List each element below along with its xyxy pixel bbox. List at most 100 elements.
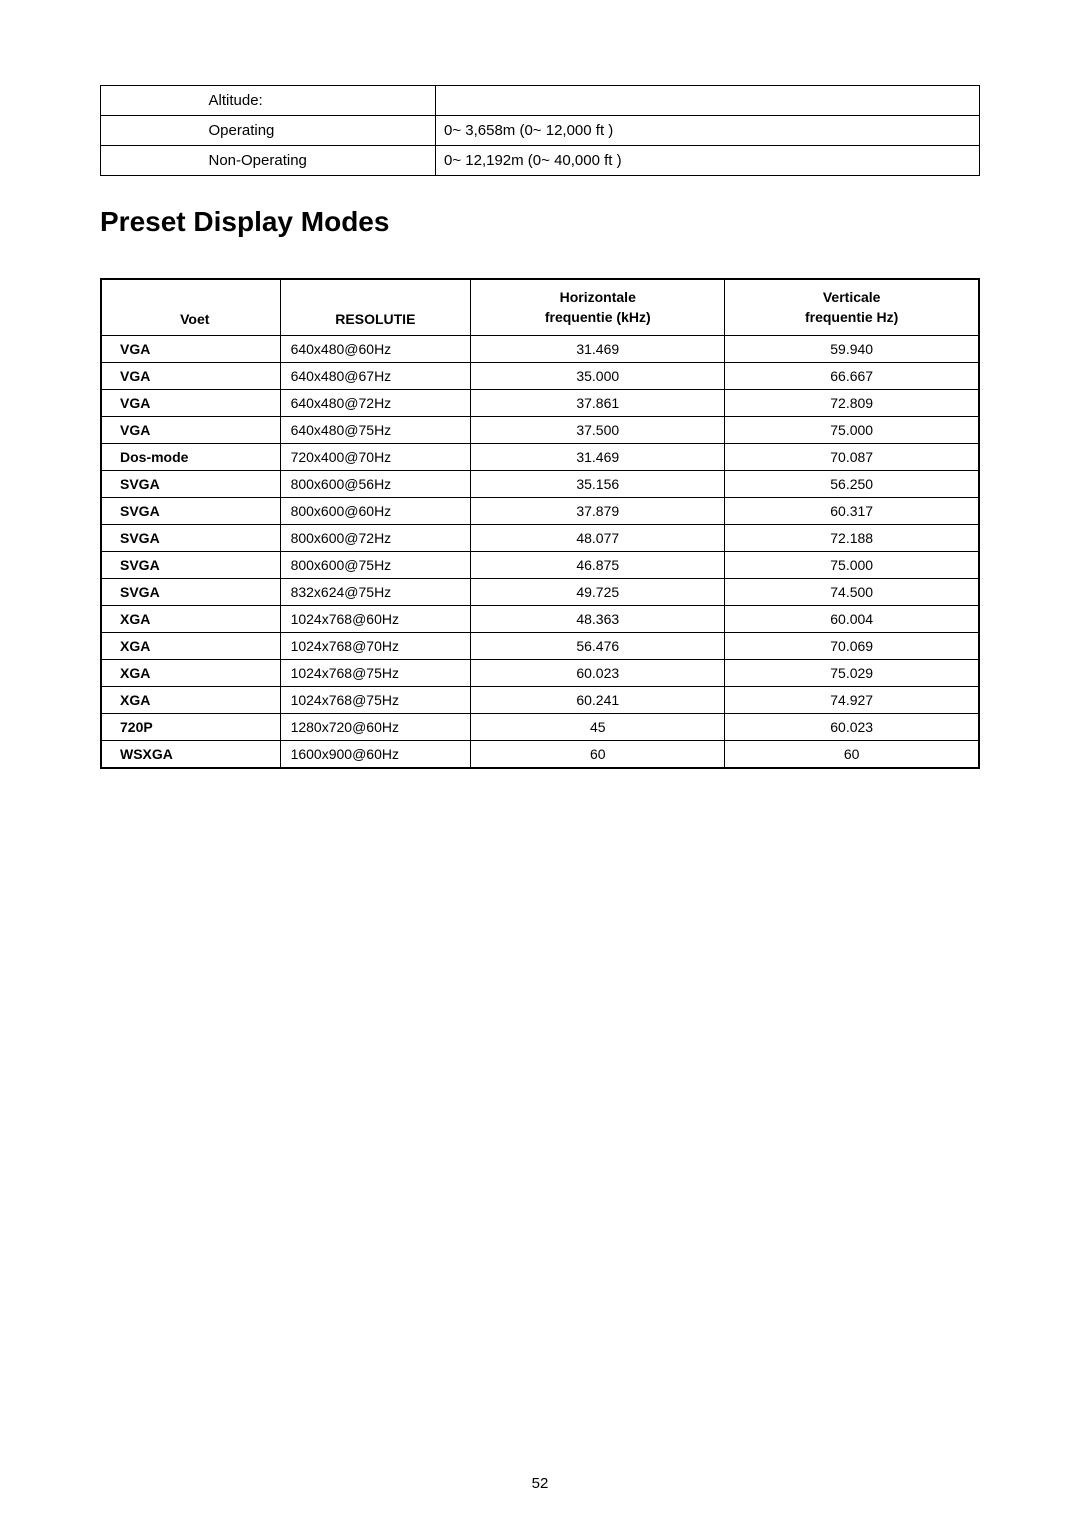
vertical-freq-cell: 74.927 (725, 687, 979, 714)
horizontal-freq-cell: 35.156 (471, 471, 725, 498)
header-vertical: Verticale frequentie Hz) (725, 279, 979, 336)
table-row: VGA640x480@67Hz35.00066.667 (101, 363, 979, 390)
header-resolutie: RESOLUTIE (280, 279, 471, 336)
header-v-line2: frequentie Hz) (805, 309, 898, 325)
table-row: SVGA800x600@75Hz46.87575.000 (101, 552, 979, 579)
altitude-row: Operating0~ 3,658m (0~ 12,000 ft ) (101, 116, 980, 146)
voet-cell: VGA (101, 417, 280, 444)
resolution-cell: 1024x768@70Hz (280, 633, 471, 660)
table-row: SVGA800x600@60Hz37.87960.317 (101, 498, 979, 525)
vertical-freq-cell: 74.500 (725, 579, 979, 606)
horizontal-freq-cell: 49.725 (471, 579, 725, 606)
resolution-cell: 800x600@75Hz (280, 552, 471, 579)
vertical-freq-cell: 75.000 (725, 417, 979, 444)
vertical-freq-cell: 75.000 (725, 552, 979, 579)
voet-cell: SVGA (101, 579, 280, 606)
table-row: VGA640x480@75Hz37.50075.000 (101, 417, 979, 444)
horizontal-freq-cell: 37.861 (471, 390, 725, 417)
vertical-freq-cell: 56.250 (725, 471, 979, 498)
horizontal-freq-cell: 48.363 (471, 606, 725, 633)
horizontal-freq-cell: 60.241 (471, 687, 725, 714)
header-h-line2: frequentie (kHz) (545, 309, 651, 325)
section-title: Preset Display Modes (100, 206, 980, 238)
vertical-freq-cell: 66.667 (725, 363, 979, 390)
altitude-value-cell: 0~ 12,192m (0~ 40,000 ft ) (436, 146, 980, 176)
horizontal-freq-cell: 37.879 (471, 498, 725, 525)
resolution-cell: 1024x768@60Hz (280, 606, 471, 633)
vertical-freq-cell: 72.809 (725, 390, 979, 417)
voet-cell: XGA (101, 687, 280, 714)
horizontal-freq-cell: 35.000 (471, 363, 725, 390)
voet-cell: SVGA (101, 498, 280, 525)
voet-cell: XGA (101, 633, 280, 660)
resolution-cell: 1600x900@60Hz (280, 741, 471, 769)
table-row: VGA640x480@72Hz37.86172.809 (101, 390, 979, 417)
voet-cell: 720P (101, 714, 280, 741)
vertical-freq-cell: 59.940 (725, 336, 979, 363)
table-row: WSXGA1600x900@60Hz6060 (101, 741, 979, 769)
resolution-cell: 1024x768@75Hz (280, 687, 471, 714)
vertical-freq-cell: 70.069 (725, 633, 979, 660)
modes-table-head: Voet RESOLUTIE Horizontale frequentie (k… (101, 279, 979, 336)
table-row: 720P1280x720@60Hz4560.023 (101, 714, 979, 741)
modes-table-body: VGA640x480@60Hz31.46959.940VGA640x480@67… (101, 336, 979, 769)
table-row: XGA1024x768@75Hz60.24174.927 (101, 687, 979, 714)
table-row: XGA1024x768@75Hz60.02375.029 (101, 660, 979, 687)
voet-cell: XGA (101, 660, 280, 687)
table-row: VGA640x480@60Hz31.46959.940 (101, 336, 979, 363)
altitude-label-cell: Altitude: (201, 86, 436, 116)
table-row: XGA1024x768@60Hz48.36360.004 (101, 606, 979, 633)
resolution-cell: 800x600@56Hz (280, 471, 471, 498)
altitude-left-cell (101, 146, 201, 176)
horizontal-freq-cell: 37.500 (471, 417, 725, 444)
altitude-label-cell: Non-Operating (201, 146, 436, 176)
altitude-row: Altitude: (101, 86, 980, 116)
horizontal-freq-cell: 46.875 (471, 552, 725, 579)
table-row: XGA1024x768@70Hz56.47670.069 (101, 633, 979, 660)
horizontal-freq-cell: 45 (471, 714, 725, 741)
resolution-cell: 1280x720@60Hz (280, 714, 471, 741)
vertical-freq-cell: 60.023 (725, 714, 979, 741)
table-row: SVGA800x600@72Hz48.07772.188 (101, 525, 979, 552)
vertical-freq-cell: 60.317 (725, 498, 979, 525)
resolution-cell: 832x624@75Hz (280, 579, 471, 606)
table-row: SVGA832x624@75Hz49.72574.500 (101, 579, 979, 606)
resolution-cell: 640x480@72Hz (280, 390, 471, 417)
altitude-label-cell: Operating (201, 116, 436, 146)
voet-cell: VGA (101, 363, 280, 390)
vertical-freq-cell: 70.087 (725, 444, 979, 471)
header-horizontal: Horizontale frequentie (kHz) (471, 279, 725, 336)
altitude-value-cell: 0~ 3,658m (0~ 12,000 ft ) (436, 116, 980, 146)
voet-cell: SVGA (101, 525, 280, 552)
voet-cell: Dos-mode (101, 444, 280, 471)
modes-header-row: Voet RESOLUTIE Horizontale frequentie (k… (101, 279, 979, 336)
horizontal-freq-cell: 31.469 (471, 444, 725, 471)
horizontal-freq-cell: 56.476 (471, 633, 725, 660)
page-number: 52 (0, 1475, 1080, 1492)
header-voet: Voet (101, 279, 280, 336)
horizontal-freq-cell: 60.023 (471, 660, 725, 687)
table-row: Dos-mode720x400@70Hz31.46970.087 (101, 444, 979, 471)
voet-cell: VGA (101, 336, 280, 363)
resolution-cell: 720x400@70Hz (280, 444, 471, 471)
altitude-left-cell (101, 86, 201, 116)
header-h-line1: Horizontale (560, 289, 636, 305)
display-modes-table: Voet RESOLUTIE Horizontale frequentie (k… (100, 278, 980, 769)
voet-cell: WSXGA (101, 741, 280, 769)
resolution-cell: 640x480@67Hz (280, 363, 471, 390)
voet-cell: SVGA (101, 471, 280, 498)
resolution-cell: 1024x768@75Hz (280, 660, 471, 687)
vertical-freq-cell: 72.188 (725, 525, 979, 552)
voet-cell: VGA (101, 390, 280, 417)
altitude-value-cell (436, 86, 980, 116)
altitude-row: Non-Operating0~ 12,192m (0~ 40,000 ft ) (101, 146, 980, 176)
horizontal-freq-cell: 31.469 (471, 336, 725, 363)
resolution-cell: 640x480@60Hz (280, 336, 471, 363)
horizontal-freq-cell: 48.077 (471, 525, 725, 552)
resolution-cell: 800x600@72Hz (280, 525, 471, 552)
altitude-table: Altitude:Operating0~ 3,658m (0~ 12,000 f… (100, 85, 980, 176)
resolution-cell: 640x480@75Hz (280, 417, 471, 444)
table-row: SVGA800x600@56Hz35.15656.250 (101, 471, 979, 498)
altitude-table-body: Altitude:Operating0~ 3,658m (0~ 12,000 f… (101, 86, 980, 176)
voet-cell: XGA (101, 606, 280, 633)
